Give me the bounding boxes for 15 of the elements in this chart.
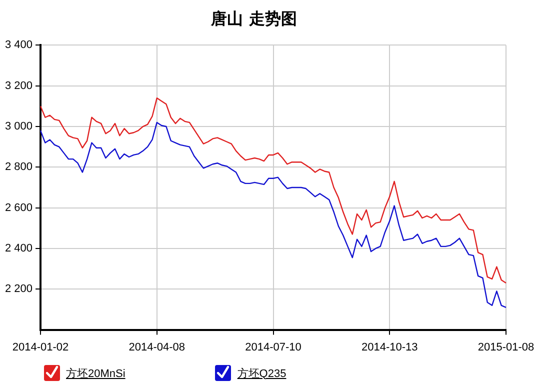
y-tick-label: 2 400	[4, 242, 33, 255]
x-tick-label: 2014-01-02	[12, 341, 69, 354]
x-tick-label: 2015-01-08	[478, 341, 534, 354]
y-tick-label: 2 600	[4, 202, 33, 214]
y-tick-label: 3 400	[4, 39, 33, 52]
x-tick-label: 2014-07-10	[245, 341, 302, 354]
y-tick-label: 3 200	[4, 80, 33, 92]
y-tick-label: 2 200	[4, 283, 33, 296]
legend-label: 方坯20MnSi	[66, 366, 126, 380]
x-tick-label: 2014-04-08	[128, 341, 186, 354]
y-tick-label: 3 000	[4, 120, 33, 133]
x-tick-label: 2014-10-13	[361, 341, 418, 354]
y-tick-label: 2 800	[4, 161, 33, 174]
legend-label: 方坯Q235	[237, 366, 286, 380]
chart-title: 唐山 走势图	[210, 8, 297, 28]
